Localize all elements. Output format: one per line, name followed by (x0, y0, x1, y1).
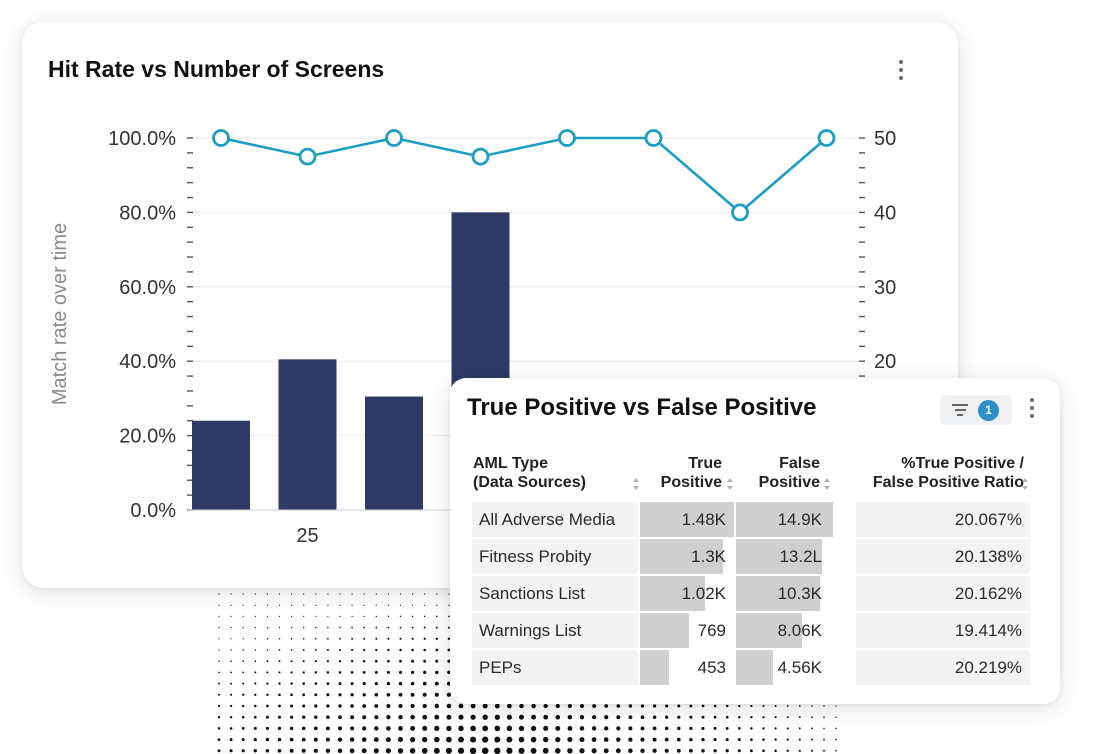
ratio-cell: 20.067% (856, 502, 1030, 537)
true-positive-bar (640, 576, 705, 611)
kebab-menu-icon[interactable] (1029, 398, 1035, 422)
line-point[interactable] (212, 129, 230, 147)
true-false-positive-card: True Positive vs False Positive 1 AML Ty… (450, 378, 1060, 704)
y2-tick-label: 20 (874, 351, 896, 373)
false-positive-cell: 13.2L (779, 547, 822, 566)
sort-icon[interactable] (824, 478, 831, 490)
false-positive-cell: 10.3K (777, 584, 822, 603)
true-positive-bar (640, 613, 689, 648)
ratio-cell: 20.138% (856, 539, 1030, 574)
kebab-menu-icon[interactable] (898, 60, 904, 84)
aml-type-cell: Sanctions List (472, 576, 638, 611)
sort-icon[interactable] (1022, 478, 1029, 490)
table-row[interactable]: PEPs 453 4.56K 20.219% (472, 650, 1030, 686)
line-point[interactable] (298, 147, 317, 166)
line-point[interactable] (731, 203, 749, 222)
aml-type-cell: PEPs (472, 650, 638, 685)
chart-title: Hit Rate vs Number of Screens (48, 56, 385, 82)
false-positive-bar (736, 539, 822, 574)
x-tick-label: 25 (296, 525, 318, 547)
aml-type-cell: Fitness Probity (472, 539, 638, 574)
sort-icon[interactable] (727, 478, 734, 490)
line-point[interactable] (385, 129, 403, 147)
table-row[interactable]: All Adverse Media 1.48K 14.9K 20.067% (472, 502, 1030, 538)
false-positive-cell: 14.9K (777, 510, 822, 529)
y-tick-label: 40.0% (119, 351, 176, 373)
y-tick-label: 60.0% (119, 277, 176, 299)
true-positive-cell: 1.3K (691, 547, 726, 566)
y2-tick-label: 50 (874, 128, 896, 150)
false-positive-cell: 8.06K (777, 621, 822, 640)
y-tick-label: 0.0% (130, 500, 176, 522)
table-title: True Positive vs False Positive (467, 394, 817, 421)
y2-tick-label: 40 (874, 202, 896, 224)
bar[interactable] (192, 420, 250, 510)
column-header-aml-type[interactable]: AML Type (Data Sources) (473, 455, 586, 491)
true-positive-bar (640, 539, 723, 574)
line-point[interactable] (558, 129, 576, 147)
y2-tick-label: 30 (874, 277, 896, 299)
line-point[interactable] (817, 129, 836, 147)
column-header-false-positive[interactable]: False Positive (758, 455, 820, 491)
false-positive-bar (736, 576, 820, 611)
bar[interactable] (278, 359, 337, 510)
sort-icon[interactable] (633, 478, 640, 490)
line-point[interactable] (644, 129, 663, 147)
false-positive-bar (736, 613, 802, 648)
y-tick-label: 100.0% (108, 128, 176, 150)
true-positive-bar (640, 502, 734, 537)
bar[interactable] (365, 396, 423, 510)
false-positive-bar (736, 502, 833, 537)
y-tick-label: 20.0% (119, 426, 176, 448)
ratio-cell: 20.219% (856, 650, 1030, 685)
filter-icon (952, 404, 968, 419)
false-positive-cell: 4.56K (777, 658, 822, 677)
true-positive-cell: 769 (697, 621, 726, 640)
true-positive-cell: 1.02K (681, 584, 726, 603)
false-positive-bar (736, 650, 773, 685)
table-row[interactable]: Fitness Probity 1.3K 13.2L 20.138% (472, 539, 1030, 575)
ratio-cell: 20.162% (856, 576, 1030, 611)
true-positive-bar (640, 650, 669, 685)
filter-count-badge: 1 (978, 400, 999, 421)
ratio-cell: 19.414% (856, 613, 1030, 648)
table-row[interactable]: Warnings List 769 8.06K 19.414% (472, 613, 1030, 649)
column-header-true-positive[interactable]: True Positive (660, 455, 722, 491)
true-positive-cell: 453 (697, 658, 726, 677)
line-point[interactable] (471, 147, 490, 166)
column-header-ratio[interactable]: %True Positive / False Positive Ratio (872, 455, 1024, 491)
aml-type-cell: Warnings List (472, 613, 638, 648)
line-series (220, 136, 828, 215)
aml-type-cell: All Adverse Media (472, 502, 638, 537)
y-axis-label: Match rate over time (49, 223, 71, 405)
table-row[interactable]: Sanctions List 1.02K 10.3K 20.162% (472, 576, 1030, 612)
y-tick-label: 80.0% (119, 202, 176, 224)
filter-button[interactable]: 1 (940, 395, 1012, 425)
true-positive-cell: 1.48K (681, 510, 726, 529)
